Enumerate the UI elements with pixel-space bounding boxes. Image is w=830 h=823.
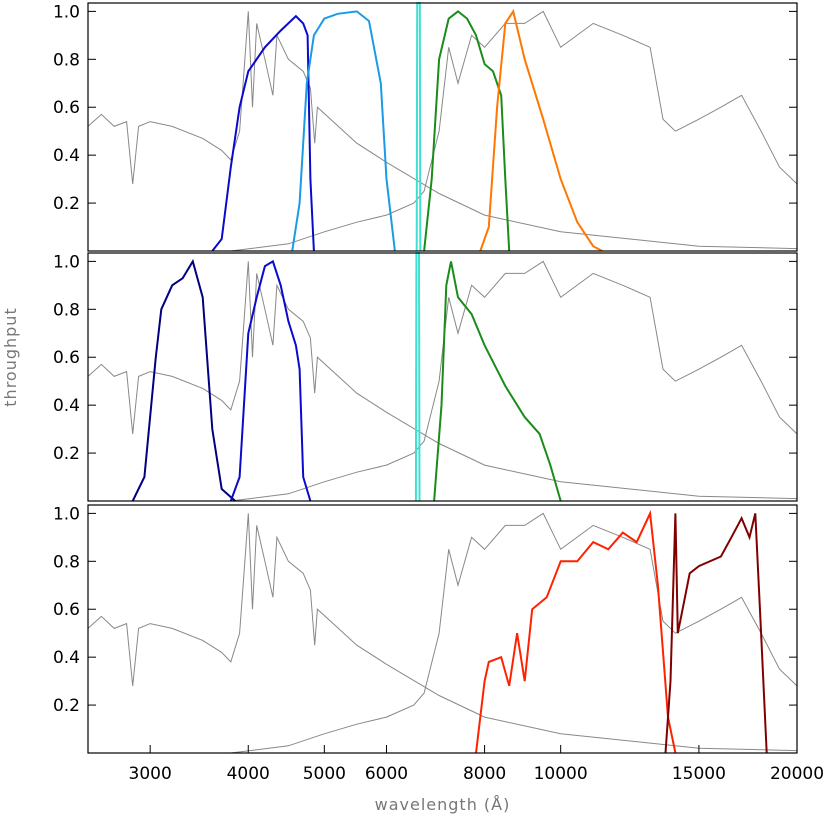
x-axis-label: wavelength (Å) [375, 795, 511, 814]
spectrum-line [423, 10, 511, 252]
spectrum-line [230, 10, 798, 252]
spectrum-line [211, 14, 315, 252]
spectrum-line [229, 259, 312, 502]
x-tick-label: 6000 [365, 764, 408, 784]
spectrum-line [230, 512, 798, 754]
spectrum-line [291, 10, 396, 252]
y-tick-label: 0.6 [53, 348, 80, 368]
y-tick-label: 1.0 [53, 504, 80, 524]
y-tick-label: 0.4 [53, 146, 80, 166]
x-tick-label: 20000 [770, 764, 824, 784]
y-tick-label: 0.8 [53, 50, 80, 70]
spectrum-line [87, 513, 798, 752]
x-tick-label: 5000 [303, 764, 346, 784]
y-tick-label: 0.4 [53, 648, 80, 668]
spectrum-line [131, 258, 236, 502]
spectrum-line [414, 252, 421, 502]
x-tick-label: 8000 [463, 764, 506, 784]
x-tick-label: 15000 [672, 764, 726, 784]
y-tick-label: 1.0 [53, 252, 80, 272]
spectrum-line [230, 260, 798, 502]
plot-frame [87, 504, 798, 754]
y-tick-label: 0.2 [53, 696, 80, 716]
y-tick-label: 0.8 [53, 552, 80, 572]
y-tick-label: 0.4 [53, 396, 80, 416]
plot-frame [87, 252, 798, 502]
spectrum-line [87, 261, 798, 500]
y-tick-label: 0.2 [53, 194, 80, 214]
spectrum-line [475, 509, 677, 754]
spectrum-line [664, 513, 768, 754]
y-tick-label: 0.6 [53, 600, 80, 620]
y-tick-label: 0.2 [53, 444, 80, 464]
plot-frame [87, 2, 798, 252]
spectrum-line [415, 2, 422, 252]
spectrum-line [433, 261, 562, 502]
spectrum-line [479, 8, 603, 252]
x-tick-label: 3000 [129, 764, 172, 784]
x-tick-label: 4000 [227, 764, 270, 784]
y-tick-label: 0.8 [53, 300, 80, 320]
y-axis-label: throughput [1, 307, 20, 406]
y-tick-label: 1.0 [53, 2, 80, 22]
y-tick-label: 0.6 [53, 98, 80, 118]
x-tick-label: 10000 [534, 764, 588, 784]
